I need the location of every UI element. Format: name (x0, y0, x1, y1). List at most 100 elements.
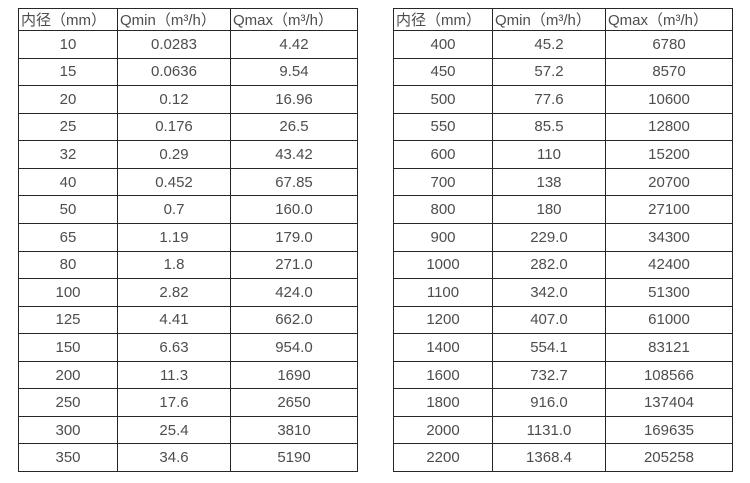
cell: 179.0 (230, 222, 358, 252)
table-row: 350 34.6 5190 (18, 443, 358, 472)
cell: 20700 (605, 167, 733, 197)
cell: 554.1 (492, 333, 606, 362)
cell: 137404 (605, 388, 733, 417)
table-row: 200 11.3 1690 (18, 360, 358, 390)
table-row: 300 25.4 3810 (18, 415, 358, 445)
column-header: 内径（mm） (393, 8, 493, 31)
table-row: 250 17.6 2650 (18, 388, 358, 417)
cell: 1131.0 (492, 415, 606, 445)
cell: 6.63 (117, 333, 231, 362)
table-row: 65 1.19 179.0 (18, 222, 358, 252)
table-row: 900 229.0 34300 (393, 222, 733, 252)
cell: 12800 (605, 112, 733, 142)
table-row: 500 77.6 10600 (393, 85, 733, 114)
cell: 51300 (605, 278, 733, 307)
cell: 0.0283 (117, 30, 231, 59)
table-row: 1800 916.0 137404 (393, 388, 733, 417)
cell: 1200 (393, 305, 493, 335)
cell: 1.19 (117, 222, 231, 252)
table-row: 20 0.12 16.96 (18, 85, 358, 114)
cell: 125 (18, 305, 118, 335)
table-row: 1000 282.0 42400 (393, 250, 733, 280)
table-row: 80 1.8 271.0 (18, 250, 358, 280)
cell: 160.0 (230, 195, 358, 224)
cell: 450 (393, 57, 493, 87)
cell: 77.6 (492, 85, 606, 114)
cell: 200 (18, 360, 118, 390)
cell: 1690 (230, 360, 358, 390)
cell: 3810 (230, 415, 358, 445)
table-row: 125 4.41 662.0 (18, 305, 358, 335)
cell: 1100 (393, 278, 493, 307)
cell: 9.54 (230, 57, 358, 87)
cell: 2000 (393, 415, 493, 445)
cell: 600 (393, 140, 493, 169)
column-header: Qmax（m³/h） (605, 8, 733, 31)
cell: 1400 (393, 333, 493, 362)
table-row: 25 0.176 26.5 (18, 112, 358, 142)
cell: 4.42 (230, 30, 358, 59)
table-row: 10 0.0283 4.42 (18, 30, 358, 59)
table-row: 700 138 20700 (393, 167, 733, 197)
cell: 150 (18, 333, 118, 362)
table-row: 1200 407.0 61000 (393, 305, 733, 335)
cell: 1368.4 (492, 443, 606, 472)
table-row: 2200 1368.4 205258 (393, 443, 733, 472)
cell: 916.0 (492, 388, 606, 417)
cell: 100 (18, 278, 118, 307)
cell: 42400 (605, 250, 733, 280)
cell: 2.82 (117, 278, 231, 307)
cell: 350 (18, 443, 118, 472)
cell: 61000 (605, 305, 733, 335)
cell: 80 (18, 250, 118, 280)
cell: 110 (492, 140, 606, 169)
cell: 180 (492, 195, 606, 224)
cell: 85.5 (492, 112, 606, 142)
cell: 0.7 (117, 195, 231, 224)
cell: 40 (18, 167, 118, 197)
cell: 15 (18, 57, 118, 87)
cell: 6780 (605, 30, 733, 59)
cell: 20 (18, 85, 118, 114)
cell: 10600 (605, 85, 733, 114)
cell: 424.0 (230, 278, 358, 307)
cell: 11.3 (117, 360, 231, 390)
cell: 407.0 (492, 305, 606, 335)
cell: 16.96 (230, 85, 358, 114)
table-row: 450 57.2 8570 (393, 57, 733, 87)
cell: 229.0 (492, 222, 606, 252)
cell: 34300 (605, 222, 733, 252)
cell: 1800 (393, 388, 493, 417)
cell: 65 (18, 222, 118, 252)
cell: 10 (18, 30, 118, 59)
cell: 700 (393, 167, 493, 197)
cell: 1600 (393, 360, 493, 390)
column-header: Qmin（m³/h） (492, 8, 606, 31)
cell: 662.0 (230, 305, 358, 335)
cell: 250 (18, 388, 118, 417)
cell: 300 (18, 415, 118, 445)
cell: 8570 (605, 57, 733, 87)
cell: 400 (393, 30, 493, 59)
cell: 0.29 (117, 140, 231, 169)
cell: 50 (18, 195, 118, 224)
cell: 500 (393, 85, 493, 114)
cell: 5190 (230, 443, 358, 472)
table-row: 40 0.452 67.85 (18, 167, 358, 197)
cell: 17.6 (117, 388, 231, 417)
cell: 0.0636 (117, 57, 231, 87)
cell: 83121 (605, 333, 733, 362)
cell: 282.0 (492, 250, 606, 280)
cell: 0.12 (117, 85, 231, 114)
table-row: 1400 554.1 83121 (393, 333, 733, 362)
cell: 25 (18, 112, 118, 142)
column-header: Qmax（m³/h） (230, 8, 358, 31)
cell: 0.176 (117, 112, 231, 142)
table-row: 2000 1131.0 169635 (393, 415, 733, 445)
cell: 57.2 (492, 57, 606, 87)
column-header: 内径（mm） (18, 8, 118, 31)
cell: 169635 (605, 415, 733, 445)
cell: 2200 (393, 443, 493, 472)
cell: 550 (393, 112, 493, 142)
